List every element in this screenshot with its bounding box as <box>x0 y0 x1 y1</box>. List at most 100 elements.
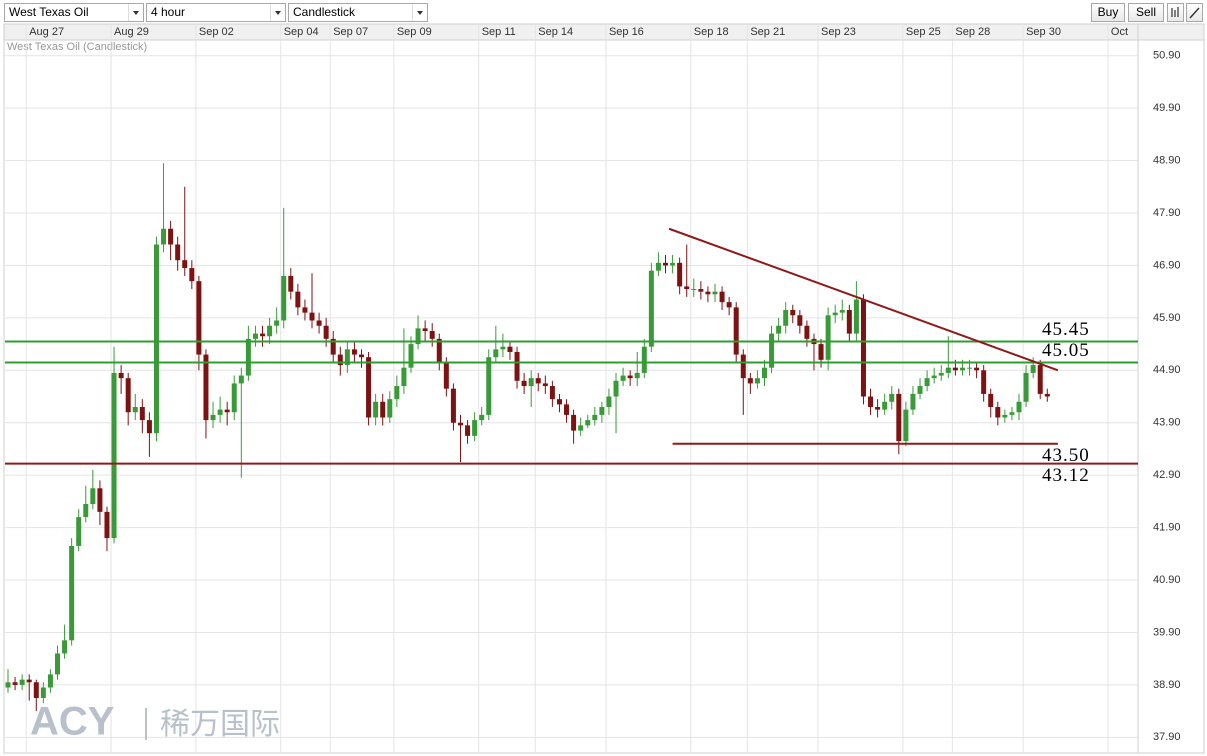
y-tick-label: 39.90 <box>1153 626 1181 638</box>
candle-body <box>924 378 930 387</box>
trendline <box>668 227 1059 372</box>
y-tick-label: 50.90 <box>1153 50 1181 62</box>
candle-body <box>210 414 216 421</box>
buy-button[interactable]: Buy <box>1091 3 1125 22</box>
candle-body <box>231 383 237 413</box>
candle-body <box>995 407 1001 418</box>
level-label: 43.12 <box>1042 465 1090 486</box>
candle-body <box>634 372 640 379</box>
candle-body <box>684 286 690 290</box>
candle-body <box>670 262 676 266</box>
candle-body <box>380 401 386 418</box>
candle-body <box>281 275 287 321</box>
candle-body <box>62 640 68 654</box>
candle-body <box>168 228 174 245</box>
candle-body <box>677 262 683 287</box>
candle-body <box>606 396 612 408</box>
candle-body <box>613 380 619 397</box>
candle-body <box>846 310 852 334</box>
level-label: 43.50 <box>1042 445 1090 466</box>
candle-body <box>542 383 548 387</box>
candle-body <box>938 372 944 376</box>
candle-body <box>549 386 555 400</box>
candle-body <box>415 328 421 345</box>
x-tick-label: Sep 04 <box>284 26 319 38</box>
candle-body <box>592 414 598 421</box>
sell: Sell <box>1135 5 1156 19</box>
candle-body <box>959 367 965 371</box>
candle-body <box>47 674 53 688</box>
candle-body <box>853 299 859 334</box>
watermark-brand: ACY <box>30 700 115 744</box>
symbol-select[interactable]: West Texas Oil <box>4 3 144 22</box>
candle-body <box>196 281 202 355</box>
candle-body <box>931 375 937 379</box>
candle-body <box>903 409 909 442</box>
candle-body <box>981 370 987 394</box>
y-tick-label: 42.90 <box>1153 469 1181 481</box>
candle-body <box>761 367 767 379</box>
watermark-name: 稀万国际 <box>160 708 280 741</box>
candle-body <box>578 425 584 431</box>
candle-body <box>797 315 803 326</box>
x-tick-label: Sep 14 <box>538 26 573 38</box>
candle-body <box>146 420 152 434</box>
chart-type-select[interactable]: Candlestick <box>288 3 428 22</box>
candle-body <box>839 310 845 313</box>
y-tick-label: 49.90 <box>1153 102 1181 114</box>
candle-body <box>825 315 831 360</box>
candle-body <box>245 338 251 376</box>
candle-body <box>564 404 570 415</box>
y-tick-label: 40.90 <box>1153 574 1181 586</box>
candle-body <box>26 679 32 683</box>
candle-body <box>267 325 273 337</box>
candle-body <box>217 409 223 415</box>
candle-body <box>408 344 414 368</box>
candle-body <box>182 260 188 269</box>
candle-body <box>260 333 266 337</box>
candle-body <box>776 325 782 334</box>
candle-body <box>945 367 951 373</box>
y-tick-label: 43.90 <box>1153 417 1181 429</box>
symbol: West Texas Oil <box>9 5 89 19</box>
candle-body <box>436 338 442 363</box>
candle-body <box>224 409 230 413</box>
candle-body <box>472 420 478 436</box>
candle-body <box>139 407 145 421</box>
candle-body <box>132 407 138 413</box>
candle-body <box>238 375 244 384</box>
interval-select[interactable]: 4 hour <box>146 3 286 22</box>
candle-body <box>726 302 732 308</box>
candle-body <box>203 354 209 421</box>
x-tick-label: Sep 21 <box>750 26 785 38</box>
x-tick-label: Sep 25 <box>906 26 941 38</box>
candle-body <box>337 354 343 366</box>
draw-icon <box>1189 7 1200 19</box>
x-tick-label: Sep 02 <box>199 26 234 38</box>
draw-button[interactable] <box>1186 3 1203 22</box>
sell-button[interactable]: Sell <box>1128 3 1164 22</box>
candle-body <box>401 367 407 387</box>
x-tick-label: Sep 28 <box>955 26 990 38</box>
indicator-button[interactable] <box>1167 3 1184 22</box>
candle-body <box>351 349 357 355</box>
candle-body <box>599 407 605 415</box>
candle-body <box>161 228 167 245</box>
plot-frame <box>3 39 1205 754</box>
candle-body <box>479 414 485 421</box>
candle-body <box>450 388 456 423</box>
chart-title: West Texas Oil (Candlestick) <box>7 41 147 53</box>
candle-body <box>740 354 746 379</box>
candle-body <box>1030 365 1036 373</box>
candle-body <box>394 386 400 400</box>
candle-body <box>76 517 82 546</box>
x-tick-label: Aug 27 <box>29 26 64 38</box>
interval: 4 hour <box>151 5 186 19</box>
candle-body <box>1044 393 1050 397</box>
candle-body <box>54 653 60 675</box>
x-tick-label: Sep 23 <box>821 26 856 38</box>
candle-body <box>783 310 789 326</box>
candle-body <box>514 351 520 381</box>
candle-body <box>952 367 958 371</box>
